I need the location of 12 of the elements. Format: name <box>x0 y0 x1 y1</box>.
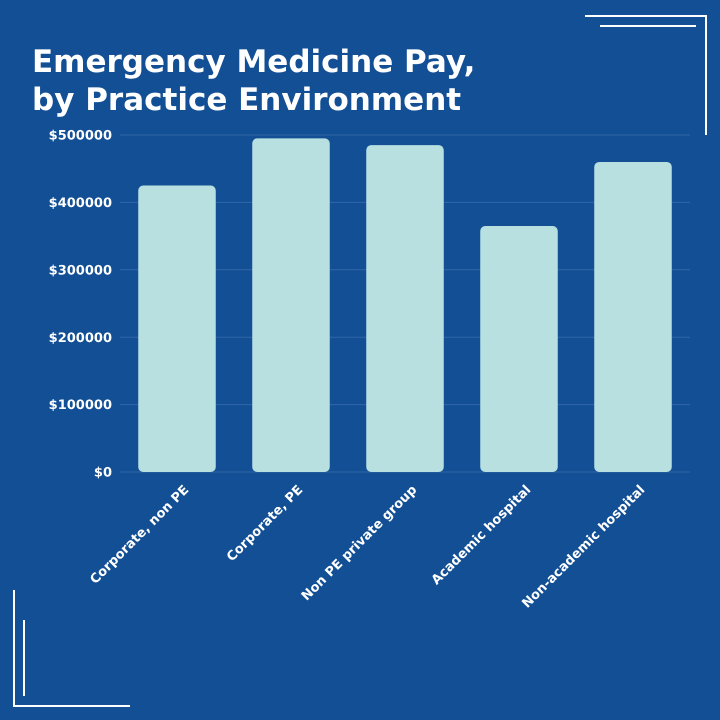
y-tick-label: $200000 <box>48 330 112 346</box>
bar <box>366 145 444 472</box>
y-tick-label: $300000 <box>48 263 112 278</box>
y-tick-label: $400000 <box>48 196 112 211</box>
chart-title: Emergency Medicine Pay, by Practice Environment <box>32 44 476 118</box>
bar <box>138 186 216 472</box>
bar <box>480 226 558 472</box>
y-tick-label: $100000 <box>48 398 112 414</box>
y-tick-label: $500000 <box>48 128 112 144</box>
y-tick-label: $0 <box>94 466 112 481</box>
bar <box>252 138 330 472</box>
bar <box>594 162 672 472</box>
